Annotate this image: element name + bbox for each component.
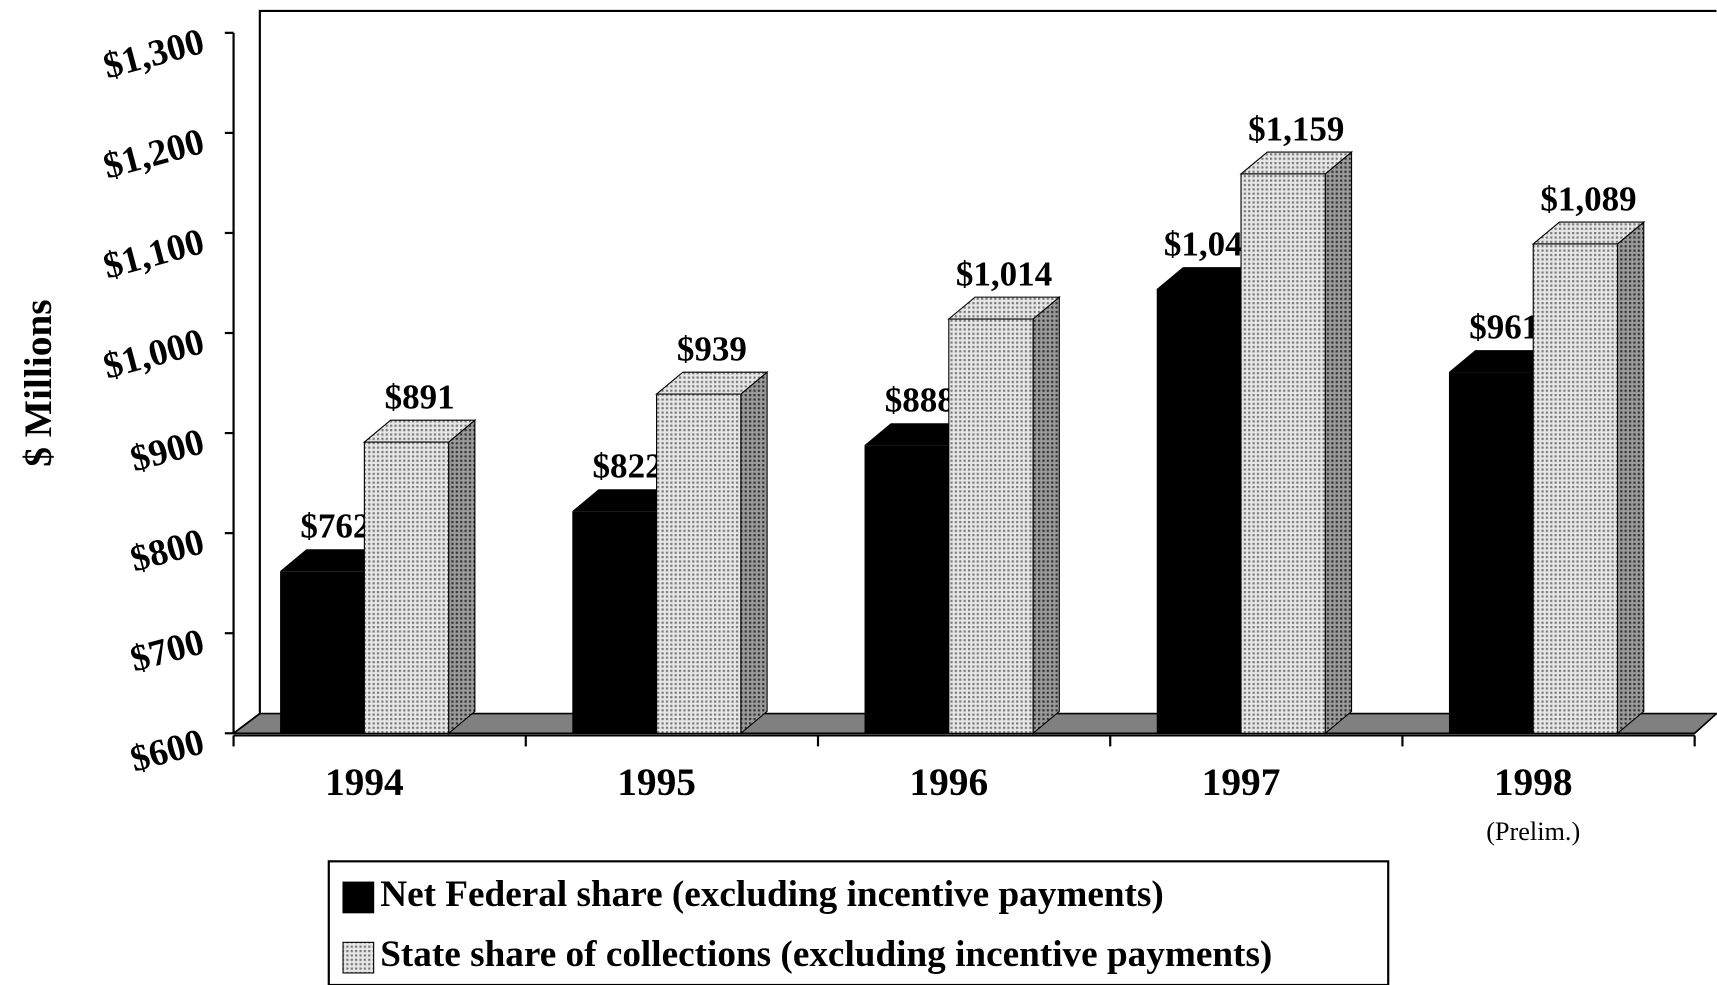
y-tick-label: $1,200 — [99, 121, 208, 187]
legend-swatch — [342, 941, 375, 974]
y-tick-label: $600 — [126, 722, 208, 781]
bar — [1239, 150, 1354, 735]
x-tick-label: 1995 — [617, 760, 696, 804]
legend-label: State share of collections (excluding in… — [380, 934, 1272, 975]
y-axis-label: $ Millions — [16, 299, 60, 466]
bar-side — [1324, 150, 1353, 735]
bar-side — [740, 371, 768, 735]
legend-swatch — [342, 881, 375, 914]
bar-front — [1156, 288, 1242, 734]
y-tick-label: $1,000 — [99, 321, 208, 387]
x-tick-label: 1998 — [1494, 760, 1573, 804]
bar — [362, 419, 477, 735]
value-label: $1,089 — [1540, 179, 1636, 218]
legend — [327, 860, 1390, 985]
value-label: $1,159 — [1248, 109, 1344, 148]
bar-front — [363, 441, 450, 734]
bar — [1531, 220, 1646, 735]
y-tick-label: $700 — [126, 622, 208, 681]
value-label: $891 — [385, 378, 455, 417]
bar-front — [572, 511, 657, 734]
value-label: $822 — [593, 447, 663, 486]
y-tick-label: $1,100 — [99, 221, 208, 287]
bar-front — [656, 393, 742, 734]
x-tick-label: 1994 — [325, 760, 404, 804]
bar-side — [1032, 295, 1060, 735]
value-label: $888 — [885, 381, 955, 420]
bar-front — [280, 571, 365, 734]
value-label: $762 — [300, 507, 370, 546]
legend-label: Net Federal share (excluding incentive p… — [380, 874, 1164, 915]
y-tick-label: $1,300 — [99, 21, 208, 87]
back-wall — [258, 9, 1717, 714]
x-tick-label: 1997 — [1202, 760, 1281, 804]
bar — [655, 371, 769, 735]
bar-top — [1448, 350, 1560, 373]
value-label: $939 — [677, 330, 747, 369]
annotation: (Prelim.) — [1486, 817, 1580, 846]
y-tick-label: $800 — [126, 521, 208, 580]
bar-side — [1616, 220, 1645, 735]
bar-front — [864, 445, 949, 734]
bar-front — [1532, 243, 1619, 734]
x-tick-label: 1996 — [909, 760, 988, 804]
bar-top — [1156, 267, 1268, 289]
value-label: $1,014 — [956, 254, 1052, 293]
bar-top — [572, 489, 683, 512]
bar-front — [1448, 372, 1534, 734]
y-tick-label: $900 — [126, 421, 208, 480]
bar-front — [948, 318, 1034, 734]
bar-side — [448, 419, 476, 735]
axis-corner — [233, 712, 261, 734]
bar — [947, 295, 1061, 735]
bar-top — [864, 423, 976, 446]
value-label: $961 — [1469, 307, 1539, 346]
bar-front — [1240, 173, 1326, 734]
bar-top — [280, 549, 391, 572]
